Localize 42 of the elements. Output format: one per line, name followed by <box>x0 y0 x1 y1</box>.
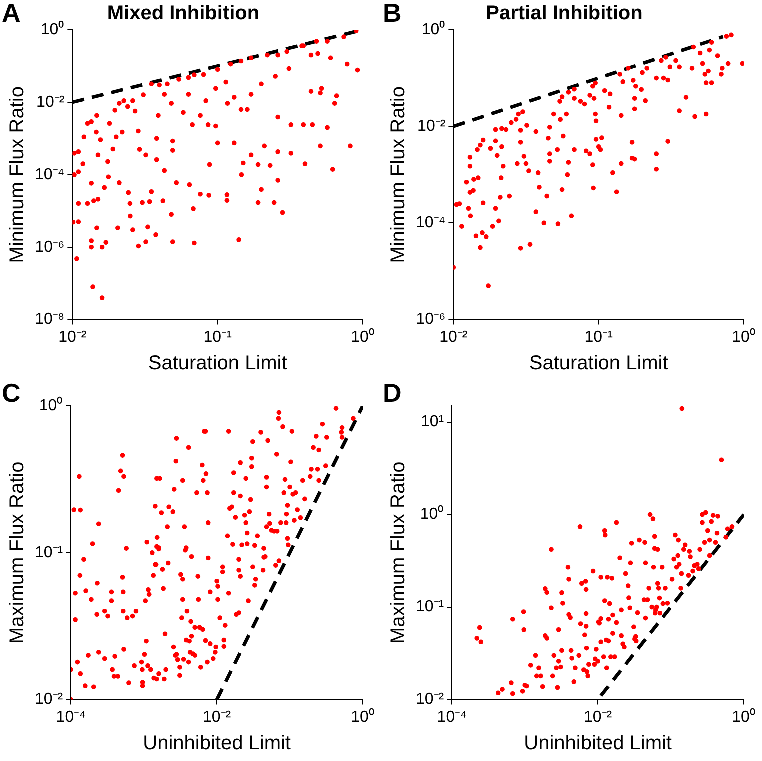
text: C <box>2 378 21 409</box>
text: A <box>2 0 21 29</box>
y-tick-label: 10⁰ <box>40 20 65 38</box>
chart-title: Partial Inhibition <box>486 2 643 25</box>
y-tick-label: 10⁻² <box>36 94 66 111</box>
y-tick-label: 10⁻² <box>418 118 446 136</box>
x-tick-label: 10⁰ <box>732 328 756 346</box>
x-tick-label: 10⁻¹ <box>584 328 613 346</box>
y-tick-label: 10¹ <box>421 414 444 431</box>
x-tick-label: 10⁻² <box>584 708 613 726</box>
text: D <box>383 378 402 409</box>
y-axis-title: Maximum Flux Ratio <box>388 462 410 644</box>
x-axis-title: Uninhibited Limit <box>143 732 292 755</box>
x-tick-label: 10⁰ <box>351 708 375 726</box>
x-axis-title: Saturation Limit <box>148 352 288 375</box>
y-tick-label: 10⁻¹ <box>35 544 64 562</box>
y-tick-label: 10⁻⁴ <box>416 214 446 232</box>
text: B <box>383 0 402 29</box>
y-axis-title: Minimum Flux Ratio <box>6 86 29 264</box>
x-tick-label: 10⁻⁴ <box>56 708 86 726</box>
x-axis-title: Uninhibited Limit <box>524 732 672 755</box>
x-axis-title: Saturation Limit <box>529 352 669 375</box>
x-tick-label: 10⁻² <box>58 328 88 346</box>
y-tick-label: 10⁻⁶ <box>416 311 446 328</box>
y-tick-label: 10⁻² <box>35 691 64 708</box>
y-tick-label: 10⁻⁸ <box>35 311 65 328</box>
y-tick-label: 10⁻⁴ <box>35 166 65 184</box>
y-axis-title: Maximum Flux Ratio <box>6 462 29 644</box>
y-tick-label: 10⁰ <box>39 396 64 414</box>
y-tick-label: 10⁻⁶ <box>35 238 65 256</box>
chart-title: Mixed Inhibition <box>107 2 260 25</box>
y-axis-title: Minimum Flux Ratio <box>388 86 410 264</box>
y-tick-label: 10⁻² <box>416 691 445 708</box>
x-tick-label: 10⁰ <box>351 328 375 346</box>
x-tick-label: 10⁰ <box>732 708 756 726</box>
x-tick-label: 10⁻² <box>203 708 232 726</box>
y-tick-label: 10⁰ <box>422 20 446 38</box>
x-tick-label: 10⁻² <box>440 328 468 346</box>
x-tick-label: 10⁻⁴ <box>437 708 468 726</box>
y-tick-label: 10⁻¹ <box>416 598 444 616</box>
y-tick-label: 10⁰ <box>420 505 444 524</box>
x-tick-label: 10⁻¹ <box>204 328 232 346</box>
